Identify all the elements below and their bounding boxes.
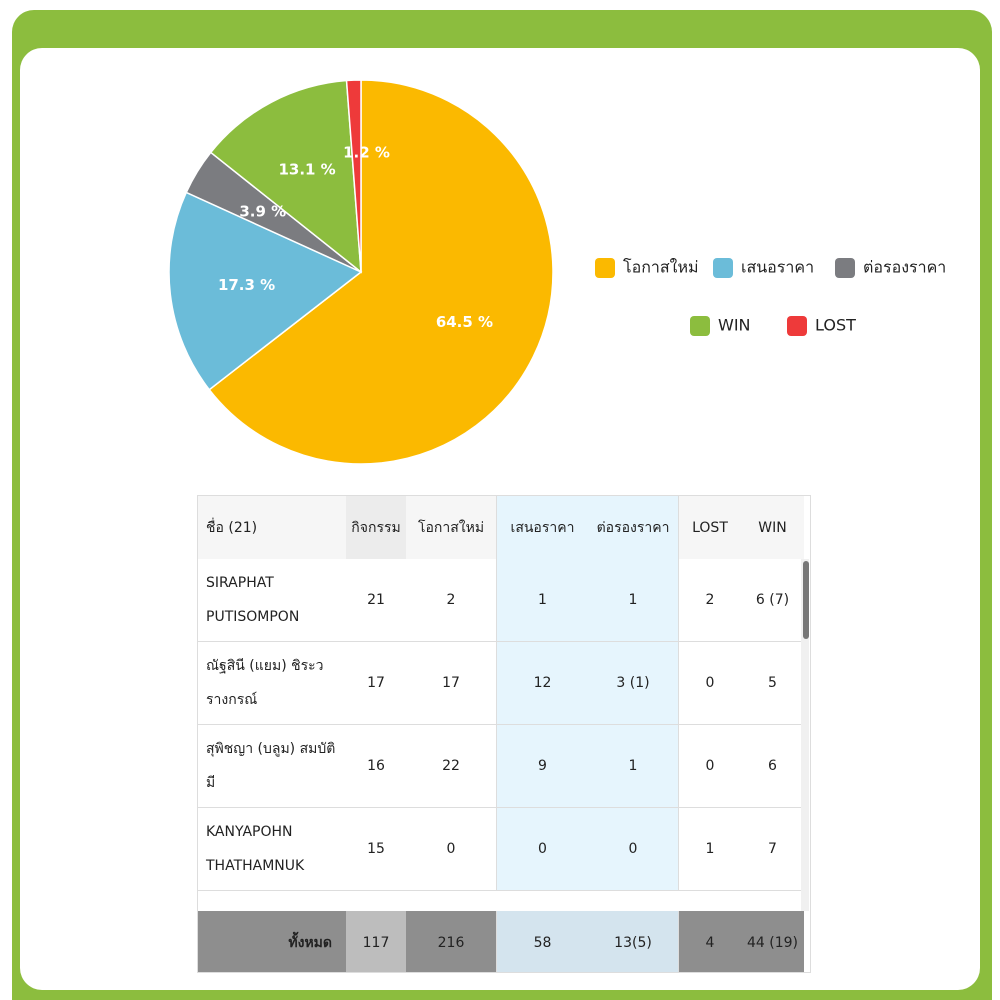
table-row: ณัฐสินี (แยม) ชิระวรางกรณ์ 17 17 12 3 (1) 0 5 [198, 642, 804, 725]
table-cell: 9 [496, 725, 588, 808]
table-cell: 17 [406, 642, 496, 725]
legend-swatch [595, 258, 615, 278]
slice-label: 64.5 % [436, 313, 493, 331]
pie-slice [168, 191, 363, 391]
table-cell: 5 [741, 642, 804, 725]
table-cell: 0 [406, 808, 496, 891]
table-cell: 0 [678, 642, 741, 725]
table-cell: 13(5) [588, 911, 678, 972]
summary-table: ชื่อ (21) กิจกรรม โอกาสใหม่ เสนอราคา ต่อรองร… [197, 495, 811, 973]
table-cell: กิจกรรม [346, 496, 406, 559]
table-cell: WIN [741, 496, 804, 559]
scrollbar-thumb[interactable] [803, 561, 809, 639]
table-cell: 17 [346, 642, 406, 725]
legend-label: WIN [718, 316, 751, 335]
table-cell: ชื่อ (21) [198, 496, 346, 559]
table-cell: 6 (7) [741, 559, 804, 642]
table-cell: ณัฐสินี (แยม) ชิระวรางกรณ์ [198, 642, 346, 725]
table-cell: 12 [496, 642, 588, 725]
table-cell: 16 [346, 725, 406, 808]
table-cell: KANYAPOHN THATHAMNUK [198, 808, 346, 891]
slice-label: 1.2 % [343, 144, 390, 162]
legend-label: โอกาสใหม่ [623, 258, 699, 277]
table-cell: 4 [678, 911, 741, 972]
table-cell: 0 [496, 808, 588, 891]
pie-slice [209, 79, 362, 274]
table-cell: ต่อรองราคา [588, 496, 678, 559]
legend-swatch [713, 258, 733, 278]
table-cell: 21 [346, 559, 406, 642]
table-cell: 0 [678, 725, 741, 808]
legend-label: LOST [815, 316, 856, 335]
table-cell: 44 (19) [741, 911, 804, 972]
legend-swatch [690, 316, 710, 336]
table-cell: สุพิชญา (บลูม) สมบัติมี [198, 725, 346, 808]
table-cell: 58 [496, 911, 588, 972]
table-header: ชื่อ (21) กิจกรรม โอกาสใหม่ เสนอราคา ต่อรองร… [198, 496, 804, 559]
table-cell: 6 [741, 725, 804, 808]
table-cell: SIRAPHAT PUTISOMPON [198, 559, 346, 642]
table-row: KANYAPOHN THATHAMNUK 15 0 0 0 1 7 [198, 808, 804, 891]
legend-swatch [787, 316, 807, 336]
table-cell: LOST [678, 496, 741, 559]
legend-label: ต่อรองราคา [863, 258, 946, 277]
legend-swatch [835, 258, 855, 278]
table-cell: 3 (1) [588, 642, 678, 725]
scrollbar-track [801, 559, 809, 911]
pie-slice [345, 79, 362, 273]
table-cell: 216 [406, 911, 496, 972]
pie-slice [208, 79, 554, 465]
table-cell: 7 [741, 808, 804, 891]
pie-chart: 64.5 % 17.3 % 3.9 % 13.1 % 1.2 % โอกาสใหม่ เสน… [168, 79, 946, 465]
slice-label: 13.1 % [278, 161, 335, 179]
table-row: SIRAPHAT PUTISOMPON 21 2 1 1 2 6 (7) [198, 559, 804, 642]
table-cell: เสนอราคา [496, 496, 588, 559]
table-cell: 0 [588, 808, 678, 891]
table-cell: 15 [346, 808, 406, 891]
legend-label: เสนอราคา [741, 258, 814, 277]
table-cell: 117 [346, 911, 406, 972]
table-cell: 2 [678, 559, 741, 642]
slice-label: 3.9 % [239, 202, 286, 220]
table-cell: ทั้งหมด [198, 911, 346, 972]
table-cell: 1 [678, 808, 741, 891]
table-cell: 1 [588, 725, 678, 808]
table-row: สุพิชญา (บลูม) สมบัติมี 16 22 9 1 0 6 [198, 725, 804, 808]
table-cell: 1 [496, 559, 588, 642]
table-cell: 1 [588, 559, 678, 642]
table-cell: โอกาสใหม่ [406, 496, 496, 559]
slice-label: 17.3 % [218, 276, 275, 294]
table-cell: 2 [406, 559, 496, 642]
table-cell: 22 [406, 725, 496, 808]
table-footer: ทั้งหมด 117 216 58 13(5) 4 44 (19) [198, 911, 804, 972]
